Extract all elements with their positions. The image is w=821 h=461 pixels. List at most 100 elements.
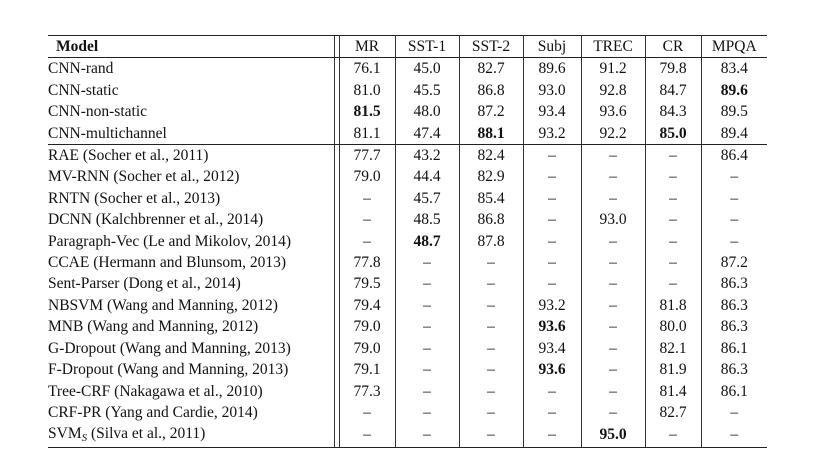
model-name-cell: DCNN (Kalchbrenner et al., 2014) [48, 209, 334, 230]
header-model: Model [48, 34, 334, 59]
score-cell-sst2: 86.8 [459, 79, 524, 102]
score-cell-subj: 93.2 [523, 294, 582, 317]
model-name-subscript: S [81, 432, 88, 445]
model-name-cell: MV-RNN (Socher et al., 2012) [48, 166, 334, 187]
score-cell-sst2: – [459, 423, 524, 448]
column-divider [333, 187, 340, 210]
table-row: SVMS (Silva et al., 2011) – – – –95.0– – [48, 423, 767, 448]
score-cell-mr: 79.4 [339, 294, 396, 317]
score-cell-sst2: – [459, 380, 524, 402]
table-row: CRF-PR (Yang and Cardie, 2014) – – – – –82.7– [48, 401, 767, 424]
header-mpqa: MPQA [701, 34, 767, 59]
table-row: Paragraph-Vec (Le and Mikolov, 2014) –48.… [48, 230, 767, 253]
header-trec: TREC [581, 34, 646, 59]
score-cell-sst1: 48.0 [395, 101, 460, 123]
score-cell-cr: 79.8 [645, 57, 702, 80]
score-cell-sst1: 47.4 [395, 122, 460, 146]
score-cell-trec: – [581, 380, 646, 402]
score-cell-trec: – [581, 230, 646, 253]
model-name-cell: CNN-rand [48, 58, 334, 80]
score-cell-subj: 93.0 [523, 79, 582, 102]
model-name: CNN-non-static [48, 103, 148, 121]
score-cell-trec: – [581, 401, 646, 424]
model-name-cell: Paragraph-Vec (Le and Mikolov, 2014) [48, 231, 334, 252]
model-name: NBSVM (Wang and Manning, 2012) [48, 296, 278, 314]
table-row: Sent-Parser (Dong et al., 2014) 79.5– – – – –… [48, 273, 767, 295]
model-name-cell: Sent-Parser (Dong et al., 2014) [48, 273, 334, 294]
score-cell-subj: 93.4 [523, 101, 582, 123]
score-cell-sst1: – [395, 380, 460, 402]
score-cell-mpqa: – [701, 423, 767, 448]
score-cell-trec: 92.2 [581, 122, 646, 146]
score-cell-cr: 81.8 [645, 294, 702, 317]
table-row: MV-RNN (Socher et al., 2012) 79.0 44.4 82.9… [48, 166, 767, 188]
table-row: DCNN (Kalchbrenner et al., 2014) –48.5 86.… [48, 209, 767, 231]
column-divider [333, 230, 340, 253]
model-name: Tree-CRF (Nakagawa et al., 2010) [48, 382, 263, 400]
model-name: G-Dropout (Wang and Manning, 2013) [48, 339, 291, 357]
table-row: CCAE (Hermann and Blunsom, 2013) 77.8– – – –… [48, 252, 767, 274]
score-cell-trec: – [581, 187, 646, 210]
score-cell-trec: 95.0 [581, 423, 646, 448]
score-cell-sst1: – [395, 423, 460, 448]
score-cell-mr: – [339, 187, 396, 210]
score-cell-subj: 93.6 [523, 359, 582, 381]
column-divider [333, 316, 340, 338]
score-cell-sst2: – [459, 337, 524, 360]
score-cell-subj: – [523, 252, 582, 274]
table-body: CNN-rand 76.1 45.0 82.7 89.6 91.2 79.8 83.4 CNN-… [48, 57, 767, 448]
header-mr: MR [339, 34, 396, 59]
score-cell-sst2: – [459, 401, 524, 424]
score-cell-trec: – [581, 337, 646, 360]
model-name-cell: CNN-multichannel [48, 122, 334, 146]
score-cell-cr: – [645, 209, 702, 231]
score-cell-mpqa: 86.3 [720, 275, 748, 293]
column-divider [333, 57, 340, 80]
score-cell-mr: 79.0 [339, 337, 396, 360]
score-cell-mpqa: – [730, 189, 739, 207]
results-table: Model MR SST-1 SST-2 Subj TREC CR MPQA C… [48, 34, 767, 448]
column-divider [333, 166, 340, 188]
column-divider [333, 337, 340, 360]
model-name: CNN-multichannel [48, 124, 167, 142]
column-divider [333, 209, 340, 231]
model-name: CCAE (Hermann and Blunsom, 2013) [48, 254, 287, 272]
table-row: CNN-multichannel 81.1 47.4 88.1 93.2 92.2 85.0… [48, 122, 767, 146]
score-cell-mr: 77.8 [339, 252, 396, 274]
table-row: RNTN (Socher et al., 2013) –45.7 85.4– – – – [48, 187, 767, 210]
header-subj: Subj [523, 34, 582, 59]
score-cell-cr: 81.4 [645, 380, 702, 402]
score-cell-sst2: 87.8 [459, 230, 524, 253]
score-cell-mpqa: 87.2 [720, 254, 748, 272]
table-row: CNN-rand 76.1 45.0 82.7 89.6 91.2 79.8 83.4 [48, 57, 767, 80]
score-cell-subj: – [523, 166, 582, 188]
model-name: F-Dropout (Wang and Manning, 2013) [48, 361, 289, 379]
score-cell-sst1: – [395, 252, 460, 274]
score-cell-sst1: – [395, 294, 460, 317]
score-cell-subj: 89.6 [523, 57, 582, 80]
table-row: F-Dropout (Wang and Manning, 2013) 79.1– –… [48, 359, 767, 381]
score-cell-mpqa: 86.4 [720, 147, 748, 165]
model-name-cell: Tree-CRF (Nakagawa et al., 2010) [48, 381, 334, 402]
score-cell-sst1: 48.5 [395, 209, 460, 231]
score-cell-mr: – [339, 401, 396, 424]
header-cr: CR [645, 34, 702, 59]
model-name-cell: CNN-non-static [48, 101, 334, 122]
score-cell-sst1: 43.2 [395, 144, 460, 167]
score-cell-mr: 77.3 [339, 380, 396, 402]
score-cell-sst2: – [459, 252, 524, 274]
results-table-container: Model MR SST-1 SST-2 Subj TREC CR MPQA C… [48, 34, 767, 448]
score-cell-mr: – [339, 230, 396, 253]
column-divider [333, 101, 340, 123]
score-cell-subj: 93.4 [523, 337, 582, 360]
score-cell-sst2: 82.9 [459, 166, 524, 188]
score-cell-cr: – [645, 187, 702, 210]
score-cell-mpqa: 89.6 [720, 81, 748, 99]
model-name-cell: G-Dropout (Wang and Manning, 2013) [48, 338, 334, 359]
column-divider [333, 359, 340, 381]
score-cell-sst2: – [459, 316, 524, 338]
table-row: RAE (Socher et al., 2011) 77.7 43.2 82.4– – –… [48, 144, 767, 167]
score-cell-mr: 79.1 [339, 359, 396, 381]
score-cell-mpqa: 86.3 [720, 296, 748, 314]
column-divider [333, 401, 340, 424]
